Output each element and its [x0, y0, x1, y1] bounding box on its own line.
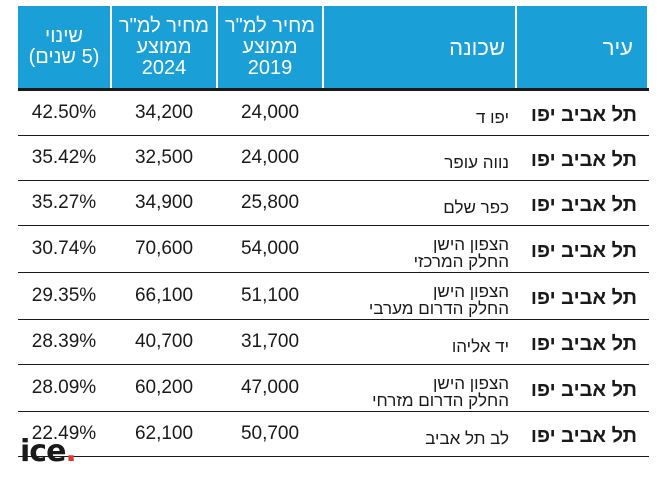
header-price-2024-line2: ממוצע [136, 35, 192, 58]
change-cell: 28.39% [31, 331, 97, 352]
table-row: 28.39% 40,700 31,700 יד אליהו תל אביב יפו [18, 320, 649, 365]
change-cell: 35.42% [31, 147, 97, 168]
price-2024-cell: 32,500 [134, 147, 194, 168]
neighborhood-line: הצפון הישן [433, 235, 509, 254]
price-2019-cell: 24,000 [240, 147, 300, 168]
table-row: 35.42% 32,500 24,000 נווה עופר תל אביב יפו [18, 136, 649, 181]
header-price-2024-line3: 2024 [141, 56, 187, 79]
price-2024-cell: 66,100 [134, 285, 194, 306]
neighborhood-cell: הצפון הישן החלק הדרום מזרחי [324, 365, 515, 411]
table-row: 29.35% 66,100 51,100 הצפון הישן החלק הדרום מ… [18, 273, 649, 320]
price-2024-cell: 34,900 [134, 192, 194, 213]
neighborhood-name: הצפון הישן החלק הדרום מזרחי [372, 375, 509, 409]
neighborhood-name: יפו ד [476, 109, 509, 126]
table-body: 42.50% 34,200 24,000 יפו ד תל אביב יפו 35.42%… [18, 91, 649, 457]
price-2024-cell: 60,200 [134, 377, 194, 398]
neighborhood-name: נווה עופר [444, 154, 509, 171]
city-name: תל אביב יפו [530, 193, 637, 216]
city-cell: תל אביב יפו [517, 181, 647, 225]
price-2019-cell: 25,800 [240, 192, 300, 213]
neighborhood-line: החלק הדרום מזרחי [372, 391, 509, 410]
neighborhood-cell: הצפון הישן החלק הדרום מערבי [324, 273, 515, 319]
header-change-line1: שינוי [45, 25, 83, 47]
price-2019-cell: 31,700 [240, 331, 300, 352]
neighborhood-cell: יד אליהו [324, 320, 515, 364]
city-cell: תל אביב יפו [517, 320, 647, 364]
city-name: תל אביב יפו [530, 239, 637, 262]
header-neighborhood-label: שכונה [449, 34, 505, 60]
city-name: תל אביב יפו [530, 332, 637, 355]
neighborhood-line: יד אליהו [451, 336, 509, 356]
header-price-2024-line1: מחיר למ"ר [118, 14, 210, 37]
change-cell: 29.35% [31, 285, 97, 306]
city-name: תל אביב יפו [530, 378, 637, 401]
neighborhood-line: נווה עופר [444, 152, 509, 172]
header-change-line2: (5 שנים) [28, 46, 100, 68]
table-header: שינוי (5 שנים) מחיר למ"ר ממוצע 2024 מחיר… [18, 6, 649, 91]
ice-logo: ice. [20, 434, 77, 469]
price-2019-cell: 47,000 [240, 377, 300, 398]
neighborhood-name: כפר שלם [443, 199, 509, 216]
neighborhood-line: החלק הדרום מערבי [368, 299, 509, 318]
logo-dot: . [65, 434, 76, 469]
table-row: 28.09% 60,200 47,000 הצפון הישן החלק הדרום מ… [18, 365, 649, 412]
logo-text: ice [20, 434, 66, 469]
city-name: תל אביב יפו [530, 286, 637, 309]
price-2024-cell: 34,200 [134, 102, 194, 123]
city-cell: תל אביב יפו [517, 136, 647, 180]
change-cell: 35.27% [31, 192, 97, 213]
neighborhood-name: לב תל אביב [425, 430, 509, 447]
price-2019-cell: 54,000 [240, 238, 300, 259]
neighborhood-line: לב תל אביב [425, 428, 509, 448]
city-cell: תל אביב יפו [517, 226, 647, 272]
table-row: 30.74% 70,600 54,000 הצפון הישן החלק המרכזי ת… [18, 226, 649, 273]
neighborhood-line: החלק המרכזי [413, 252, 509, 271]
neighborhood-line: הצפון הישן [433, 374, 509, 393]
header-city: עיר [517, 6, 647, 88]
change-cell: 28.09% [31, 377, 97, 398]
table-row: 42.50% 34,200 24,000 יפו ד תל אביב יפו [18, 91, 649, 136]
header-price-2019-line3: 2019 [247, 56, 293, 79]
price-table: שינוי (5 שנים) מחיר למ"ר ממוצע 2024 מחיר… [18, 6, 649, 457]
neighborhood-name: הצפון הישן החלק הדרום מערבי [369, 283, 509, 317]
header-change: שינוי (5 שנים) [18, 6, 110, 88]
neighborhood-cell: הצפון הישן החלק המרכזי [324, 226, 515, 272]
price-2019-cell: 50,700 [240, 423, 300, 444]
price-2024-cell: 40,700 [134, 331, 194, 352]
change-cell: 42.50% [31, 102, 97, 123]
city-cell: תל אביב יפו [517, 273, 647, 319]
neighborhood-line: כפר שלם [443, 197, 509, 217]
price-2019-cell: 24,000 [240, 102, 300, 123]
header-price-2019: מחיר למ"ר ממוצע 2019 [218, 6, 322, 88]
price-2024-cell: 62,100 [134, 423, 194, 444]
table-row: 35.27% 34,900 25,800 כפר שלם תל אביב יפו [18, 181, 649, 226]
header-neighborhood: שכונה [324, 6, 515, 88]
header-price-2019-line1: מחיר למ"ר [224, 14, 316, 37]
neighborhood-name: יד אליהו [452, 338, 509, 355]
change-cell: 30.74% [31, 238, 97, 259]
neighborhood-cell: נווה עופר [324, 136, 515, 180]
header-price-2024: מחיר למ"ר ממוצע 2024 [112, 6, 216, 88]
price-2019-cell: 51,100 [240, 285, 300, 306]
city-name: תל אביב יפו [530, 103, 637, 126]
neighborhood-cell: כפר שלם [324, 181, 515, 225]
change-cell: 22.49% [31, 423, 97, 444]
neighborhood-cell: יפו ד [324, 91, 515, 135]
neighborhood-cell: לב תל אביב [324, 412, 515, 456]
price-2024-cell: 70,600 [134, 238, 194, 259]
city-cell: תל אביב יפו [517, 365, 647, 411]
city-name: תל אביב יפו [530, 148, 637, 171]
header-price-2019-line2: ממוצע [242, 35, 298, 58]
header-city-label: עיר [602, 34, 633, 60]
city-cell: תל אביב יפו [517, 412, 647, 456]
city-name: תל אביב יפו [530, 424, 637, 447]
city-cell: תל אביב יפו [517, 91, 647, 135]
table-row: 22.49% 62,100 50,700 לב תל אביב תל אביב יפו [18, 412, 649, 457]
neighborhood-line: הצפון הישן [433, 282, 509, 301]
neighborhood-line: יפו ד [475, 107, 509, 127]
neighborhood-name: הצפון הישן החלק המרכזי [414, 236, 509, 270]
